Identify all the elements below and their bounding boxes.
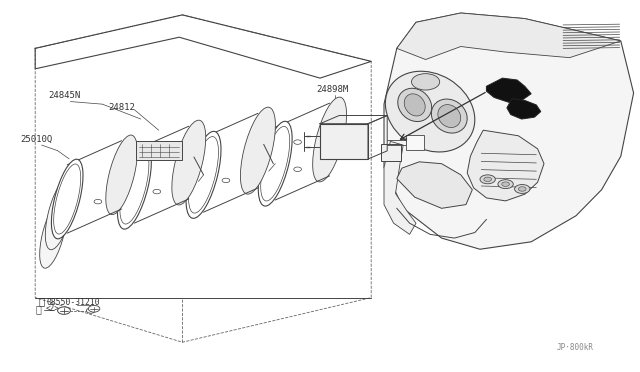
Polygon shape (384, 13, 634, 249)
Text: 25010Q: 25010Q (20, 135, 52, 144)
Ellipse shape (431, 99, 467, 133)
FancyBboxPatch shape (320, 124, 368, 159)
Polygon shape (486, 78, 531, 102)
Ellipse shape (438, 105, 461, 128)
FancyBboxPatch shape (406, 135, 424, 150)
Ellipse shape (404, 94, 425, 116)
Ellipse shape (259, 121, 292, 206)
Circle shape (412, 74, 440, 90)
Ellipse shape (40, 201, 67, 268)
Text: Ⓢ: Ⓢ (35, 305, 42, 314)
Circle shape (502, 182, 509, 186)
Circle shape (222, 178, 230, 183)
Text: 24845N: 24845N (48, 92, 80, 100)
Text: Ⓢ: Ⓢ (38, 296, 45, 306)
Ellipse shape (385, 71, 475, 152)
Circle shape (88, 305, 100, 312)
Polygon shape (467, 130, 544, 201)
Circle shape (515, 185, 530, 193)
Text: 24812: 24812 (109, 103, 136, 112)
Circle shape (518, 187, 526, 191)
FancyBboxPatch shape (136, 141, 182, 160)
Ellipse shape (54, 164, 81, 234)
Text: <2>: <2> (46, 304, 60, 313)
Circle shape (294, 140, 301, 144)
Ellipse shape (241, 107, 275, 194)
Ellipse shape (172, 120, 205, 205)
Ellipse shape (120, 150, 149, 224)
Circle shape (153, 189, 161, 194)
Polygon shape (384, 141, 416, 234)
Polygon shape (507, 99, 541, 119)
Ellipse shape (118, 144, 151, 229)
Ellipse shape (186, 131, 221, 218)
Circle shape (498, 180, 513, 189)
Ellipse shape (45, 178, 74, 250)
Circle shape (480, 175, 495, 184)
Text: 24898M: 24898M (316, 85, 348, 94)
Ellipse shape (313, 97, 346, 182)
Polygon shape (397, 162, 472, 208)
FancyBboxPatch shape (381, 144, 401, 161)
Ellipse shape (260, 126, 290, 201)
Polygon shape (397, 13, 621, 60)
Ellipse shape (51, 159, 83, 239)
Text: 08550-31210: 08550-31210 (46, 298, 100, 307)
Ellipse shape (106, 135, 138, 215)
Circle shape (294, 167, 301, 171)
Circle shape (94, 199, 102, 204)
Circle shape (58, 307, 70, 314)
Circle shape (86, 308, 95, 313)
Text: JP·800kR: JP·800kR (557, 343, 594, 352)
Circle shape (484, 177, 492, 182)
Ellipse shape (189, 137, 218, 213)
Ellipse shape (398, 88, 431, 122)
